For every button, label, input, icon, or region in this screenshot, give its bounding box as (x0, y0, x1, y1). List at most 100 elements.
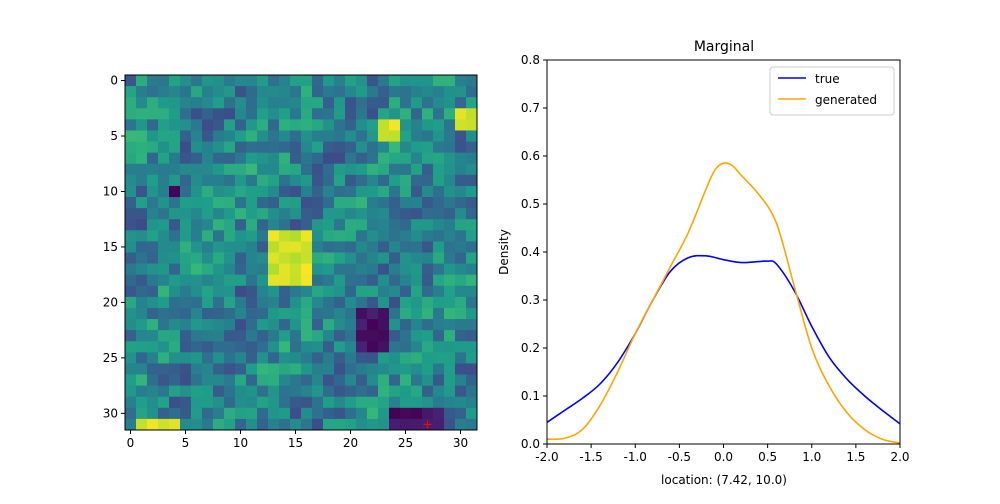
heatmap-cell (455, 418, 467, 431)
heatmap-cell (158, 407, 170, 420)
heatmap-cell (444, 363, 456, 375)
heatmap-cell (125, 152, 137, 165)
heatmap-cell (444, 108, 456, 120)
heatmap-cell (213, 296, 225, 309)
line-x-tick-label: -1.5 (579, 450, 602, 464)
heatmap-cell (213, 374, 225, 387)
heatmap-cell (268, 252, 280, 264)
heatmap-cell (290, 230, 302, 242)
heatmap-cell (136, 130, 148, 142)
heatmap-cell (290, 396, 302, 409)
heatmap-cell (312, 97, 324, 109)
heatmap-cell (125, 230, 137, 242)
heatmap-cell (367, 363, 379, 375)
heatmap-cell (257, 75, 269, 87)
heatmap-cell (191, 163, 203, 176)
heatmap-cell (169, 285, 181, 298)
line-series (547, 162, 900, 444)
heatmap-cell (356, 274, 368, 287)
heatmap-cell (290, 241, 302, 253)
heatmap-cell (235, 185, 247, 198)
heatmap-cell (400, 296, 412, 309)
heatmap-cell (301, 307, 313, 320)
heatmap-cell (147, 341, 159, 353)
heatmap-cell (191, 341, 203, 353)
heatmap-cell (422, 141, 434, 154)
heatmap-cell (268, 285, 280, 298)
heatmap-cell (433, 352, 445, 364)
heatmap-cell (290, 86, 302, 98)
heatmap-cell (345, 252, 357, 264)
heatmap-cell (356, 352, 368, 364)
heatmap-cell (257, 418, 269, 431)
heatmap-cell (224, 285, 236, 298)
heatmap-cell (466, 230, 478, 242)
heatmap-cell (235, 241, 247, 253)
heatmap-cell (125, 208, 137, 220)
heatmap-cell (235, 330, 247, 342)
heatmap-cell (246, 208, 258, 220)
heatmap-cell (356, 152, 368, 165)
heatmap-cell (455, 163, 467, 176)
heatmap-cell (224, 197, 236, 209)
heatmap-cell (147, 97, 159, 109)
heatmap-cell (125, 263, 137, 276)
heatmap-cell (268, 152, 280, 165)
heatmap-cell (169, 75, 181, 87)
heatmap-cell (345, 263, 357, 276)
heatmap-cell (158, 341, 170, 353)
heatmap-cell (290, 374, 302, 387)
heatmap-cell (136, 75, 148, 87)
heatmap-y-ticks: 0 5 10 15 20 25 30 (103, 74, 125, 420)
heatmap-cell (158, 108, 170, 120)
heatmap-cell (246, 141, 258, 154)
heatmap-cell (169, 385, 181, 398)
heatmap-cell (268, 319, 280, 331)
heatmap-cell (180, 319, 192, 331)
heatmap-cell (400, 75, 412, 87)
heatmap-cell (213, 241, 225, 253)
heatmap-cell (411, 252, 423, 264)
heatmap-cell (389, 185, 401, 198)
heatmap-cell (367, 285, 379, 298)
heatmap-cell (367, 75, 379, 87)
heatmap-cell (466, 341, 478, 353)
heatmap-cell (301, 285, 313, 298)
heatmap-cell (147, 363, 159, 375)
heatmap-cell (433, 97, 445, 109)
heatmap-cell (213, 330, 225, 342)
heatmap-cell (169, 141, 181, 154)
heatmap-x-tick-label: 30 (453, 436, 468, 450)
heatmap-cell (191, 363, 203, 375)
heatmap-cell (345, 219, 357, 231)
heatmap-cell (169, 108, 181, 120)
heatmap-cell (224, 418, 236, 431)
heatmap-cell (345, 363, 357, 375)
heatmap-cell (125, 407, 137, 420)
heatmap-cell (433, 108, 445, 120)
heatmap-cell (378, 86, 390, 98)
heatmap-cell (290, 219, 302, 231)
heatmap-cell (213, 252, 225, 264)
heatmap-cell (180, 352, 192, 364)
heatmap-cell (213, 385, 225, 398)
heatmap-cell (257, 86, 269, 98)
heatmap-cell (136, 396, 148, 409)
heatmap-cell (202, 86, 214, 98)
heatmap-cell (400, 385, 412, 398)
heatmap-cell (147, 108, 159, 120)
heatmap-cell (466, 274, 478, 287)
heatmap-cell (466, 197, 478, 209)
heatmap-cell (378, 230, 390, 242)
heatmap-cell (257, 197, 269, 209)
heatmap-cell (279, 352, 291, 364)
heatmap-cell (345, 307, 357, 320)
heatmap-cell (444, 418, 456, 431)
heatmap-cell (400, 307, 412, 320)
heatmap-cell (125, 163, 137, 176)
heatmap-cell (323, 230, 335, 242)
heatmap-cell (400, 152, 412, 165)
heatmap-cell (356, 307, 368, 320)
heatmap-cell (169, 352, 181, 364)
heatmap-cell (389, 130, 401, 142)
